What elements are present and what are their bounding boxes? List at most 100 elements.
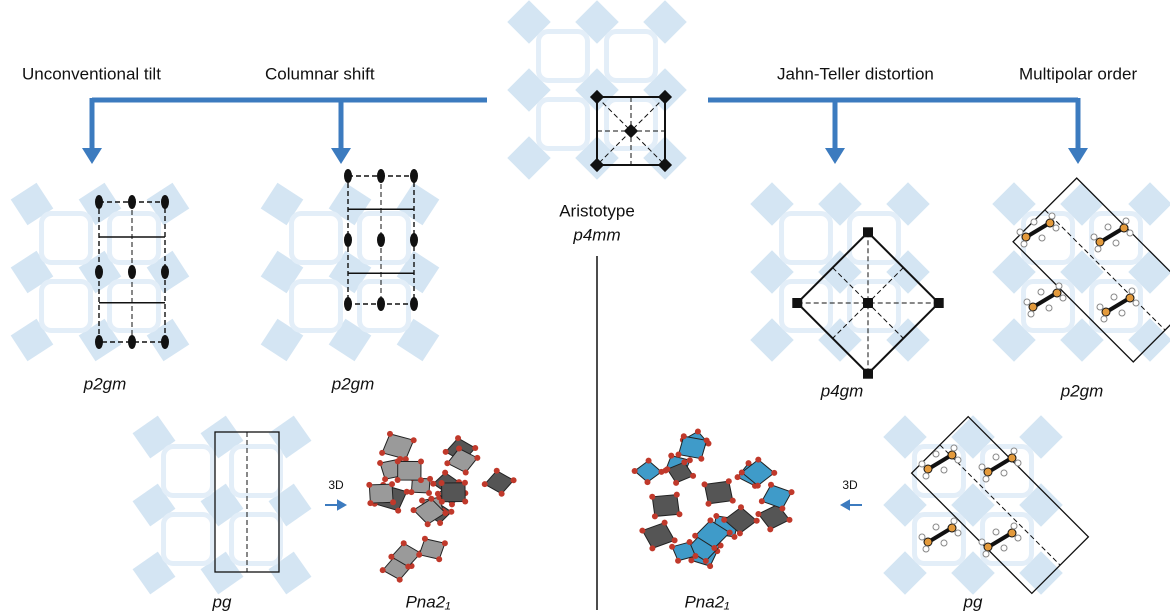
hydrogen [1110,293,1118,301]
tile [396,182,440,226]
hydrogen [940,539,948,547]
octahedron [703,480,734,505]
oxygen [645,457,652,464]
oxygen [402,456,409,463]
tile [260,182,304,226]
symmetry-axis [377,169,385,183]
carbon [947,523,957,533]
tile-ring [980,512,1034,566]
tile [886,182,930,226]
oxygen [448,501,455,508]
hydrogen [1030,218,1038,226]
arrow-heads [82,148,1088,511]
arrow-3d [325,499,348,511]
tile-ring [1021,279,1075,333]
tile-ring [289,279,343,333]
carbon [1095,237,1105,247]
oxygen [462,498,469,505]
oxygen [698,455,705,462]
hydrogen [1118,309,1126,317]
hydrogen [1027,310,1035,318]
tile [132,483,176,527]
hydrogen [978,538,986,546]
aristotype-label: Aristotype [559,201,635,220]
hydrogen [1128,287,1136,295]
tile [200,483,244,527]
oxygen [427,475,434,482]
tile [1019,415,1063,459]
oxygen [367,500,374,507]
tile [992,318,1036,362]
octahedron [368,483,394,504]
tile [268,551,312,595]
oxygen [658,468,665,475]
oxygen [448,508,455,515]
hydrogen [950,517,958,525]
hydrogen [1112,239,1120,247]
tile-ring [39,211,93,265]
oxygen [386,430,393,437]
hydrogen [992,528,1000,536]
hydrogen [992,453,1000,461]
symmetry-axis [95,195,103,209]
symmetry-axis [377,297,385,311]
carbon [1045,218,1055,228]
branch-label: Columnar shift [265,64,375,83]
tile [328,250,372,294]
four-fold [589,157,605,173]
hydrogen [1010,447,1018,455]
arrow-head [1068,148,1088,164]
symmetry-axis [344,169,352,183]
space-group: p4gm [820,381,864,400]
four-fold [863,298,873,308]
tile [992,182,1036,226]
hydrogen [1010,522,1018,530]
space-group: p2gm [1060,381,1104,400]
hydrogen [1023,298,1031,306]
unit-cells [95,89,1170,595]
bond [1033,292,1057,308]
oxygen [705,500,712,507]
octahedron [418,538,446,560]
branch-arrows [89,97,1081,150]
oxygen [771,469,778,476]
oxygen [410,507,417,514]
oxygen [639,527,646,534]
oxygen [461,479,468,486]
square-cell [792,227,944,379]
oxygen [396,576,403,583]
hydrogen [1014,459,1022,467]
four-fold [863,368,873,379]
tile [507,68,551,112]
arrow-head [331,148,351,164]
symmetry-axis [161,265,169,279]
hydrogen [1020,240,1028,248]
oxygen [731,533,738,540]
octahedron [441,482,466,503]
oxygen [436,556,443,563]
oxygen [400,540,407,547]
four-fold [623,123,639,139]
oxygen [702,558,709,565]
oxygen [717,542,724,549]
symmetry-axis [410,297,418,311]
oxygen [694,428,701,435]
octahedron [483,470,515,495]
oxygen [734,474,741,481]
oxygen [442,469,449,476]
tile [1128,318,1170,362]
oxygen [442,509,449,516]
carbon [1052,288,1062,298]
space-group: Pna2₁ [684,592,729,611]
tile [883,483,927,527]
tile-ring [912,512,966,566]
tile [750,250,794,294]
tile [1060,318,1104,362]
tile-ring [779,279,833,333]
tile [1128,250,1170,294]
oxygen [707,563,714,570]
carbon [1021,232,1031,242]
oxygen [498,490,505,497]
oxygen [664,466,671,473]
carbon [1028,302,1038,312]
